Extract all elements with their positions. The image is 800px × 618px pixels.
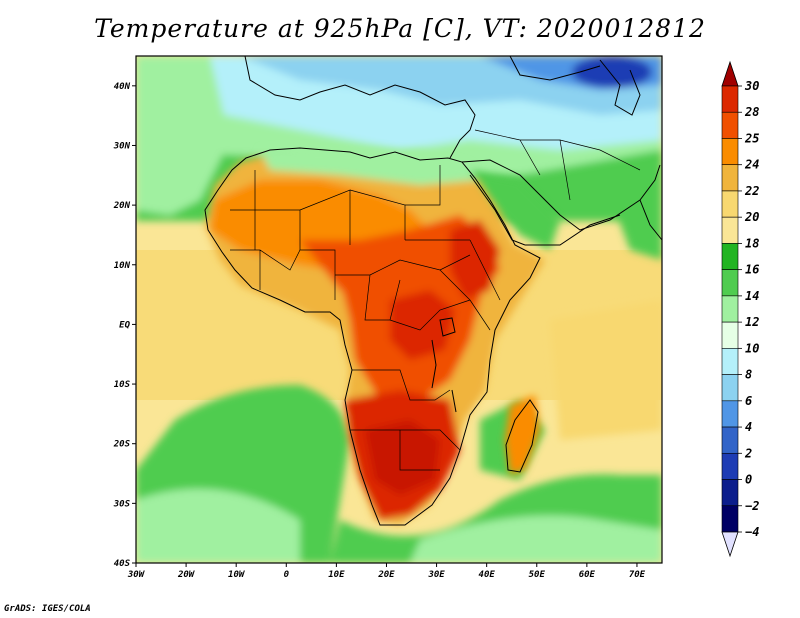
colorbar-label: 10 [745, 341, 759, 355]
colorbar-segment [721, 138, 739, 166]
border-sahara-1 [230, 165, 470, 250]
lat-tick-label: 10N [114, 261, 131, 271]
lake-victoria [439, 317, 456, 337]
lon-tick-label: 40E [479, 570, 496, 580]
colorbar-segment [721, 269, 739, 297]
latitude-axis: 40N 30N 20N 10N EQ 10S 20S 30S 40S [113, 82, 136, 569]
colorbar-label: 0 [745, 473, 752, 487]
colorbar-segment [721, 85, 739, 113]
colorbar-segment [721, 243, 739, 270]
colorbar-label: −2 [745, 499, 759, 513]
colorbar-label: 2 [744, 446, 752, 460]
colorbar-segment [721, 452, 739, 480]
lon-tick-label: 20E [377, 570, 395, 580]
arabia-coast [461, 159, 661, 231]
black-sea-coast [509, 56, 601, 81]
lon-tick-label: 70E [629, 570, 646, 580]
south-ocean-light [410, 515, 662, 563]
lon-tick-label: 60E [579, 570, 596, 580]
europe-coast [244, 56, 476, 159]
lon-tick-label: 0 [284, 570, 290, 580]
lat-tick-label: EQ [119, 320, 130, 330]
map-title: Temperature at 925hPa [C], VT: 202001281… [94, 14, 706, 43]
lake-tanganyika [431, 339, 437, 389]
colorbar-segment [721, 216, 739, 244]
india-green [600, 160, 662, 260]
coastlines [204, 56, 662, 526]
lat-tick-label: 40S [114, 559, 131, 569]
colorbar-segment [721, 479, 739, 507]
africa-coastline [204, 147, 541, 526]
map-frame [135, 55, 663, 564]
red-sea-coast [469, 174, 526, 246]
colorbar-label: 20 [744, 210, 759, 224]
lon-tick-label: 30W [127, 570, 146, 580]
red-sea-green [470, 170, 560, 250]
lon-tick-label: 30E [427, 570, 445, 580]
indian-ocean-warm [550, 300, 662, 440]
longitude-axis: 30W 20W 10W 0 10E 20E 30E 40E 50E 60E 70E [127, 563, 646, 580]
lon-tick-label: 10E [328, 570, 345, 580]
colorbar-segment [721, 164, 739, 192]
colorbar-label: 18 [745, 236, 759, 250]
colorbar-label: −4 [745, 525, 759, 539]
congo-peak [390, 290, 455, 360]
colorbar-label: 8 [745, 368, 752, 382]
border-east-1 [439, 239, 501, 331]
madagascar-coast [505, 399, 539, 473]
north-africa-green [260, 148, 480, 185]
lat-tick-label: 10S [114, 380, 131, 390]
colorbar-overflow-arrow [721, 60, 739, 87]
kalahari-peak [365, 420, 440, 495]
border-central-1 [335, 254, 471, 331]
lon-tick-label: 20W [177, 570, 196, 580]
lon-tick-label: 50E [529, 570, 546, 580]
lake-malawi [451, 389, 457, 413]
temperature-field [136, 56, 662, 563]
lat-tick-label: 20S [113, 440, 131, 450]
colorbar-label: 30 [744, 79, 759, 93]
colorbar-segment [721, 111, 739, 139]
colorbar-label: 24 [744, 158, 759, 172]
lat-tick-label: 40N [114, 82, 131, 92]
india-coast [639, 199, 662, 241]
atlantic-north-green [136, 56, 230, 215]
border-middle-east [474, 129, 641, 201]
colorbar-segment [721, 321, 739, 349]
lon-tick-label: 10W [228, 570, 246, 580]
colorbar-underflow-arrow [721, 531, 739, 558]
colorbar-segment [721, 295, 739, 323]
colorbar-segment [721, 190, 739, 218]
colorbar-segment [721, 348, 739, 375]
arabia-south-coast [525, 214, 621, 246]
colorbar-label: 16 [745, 263, 759, 277]
colorbar-segment [721, 374, 739, 402]
colorbar-label: 28 [744, 105, 759, 119]
colorbar-label: 4 [745, 420, 752, 434]
colorbar-segment [721, 505, 739, 533]
border-south-1 [350, 369, 461, 471]
caspian-cold [572, 56, 652, 88]
colorbar-label: 14 [745, 289, 759, 303]
lat-tick-label: 30S [113, 499, 131, 509]
caspian-coast [599, 59, 641, 116]
colorbar-label: 25 [744, 131, 759, 145]
colorbar-label: 6 [745, 394, 752, 408]
sw-atlantic-light [136, 488, 300, 563]
colorbar-label: 22 [744, 184, 759, 198]
border-west-1 [230, 249, 336, 300]
colorbar-segment [721, 426, 739, 454]
madagascar-warm [505, 395, 540, 475]
colorbar-label: 12 [745, 315, 759, 329]
country-borders [230, 129, 641, 471]
grads-credit: GrADS: IGES/COLA [4, 604, 91, 614]
lat-tick-label: 30N [113, 141, 131, 151]
colorbar-segment [721, 400, 739, 428]
lat-tick-label: 20N [113, 201, 131, 211]
